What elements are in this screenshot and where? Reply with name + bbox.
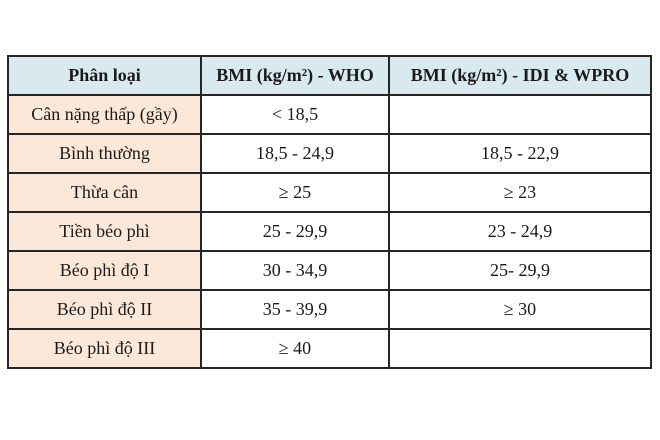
idi-wpro-value-cell: 25- 29,9: [388, 250, 652, 291]
table-row-obese-1: Béo phì độ I 30 - 34,9 25- 29,9: [7, 250, 652, 291]
header-cell-bmi-idi-wpro: BMI (kg/m²) - IDI & WPRO: [388, 55, 652, 96]
who-value-cell: 35 - 39,9: [200, 289, 390, 330]
category-cell: Béo phì độ I: [7, 250, 202, 291]
idi-wpro-value-cell: 18,5 - 22,9: [388, 133, 652, 174]
category-cell: Béo phì độ III: [7, 328, 202, 369]
who-value-cell: < 18,5: [200, 94, 390, 135]
category-cell: Thừa cân: [7, 172, 202, 213]
who-value-cell: 25 - 29,9: [200, 211, 390, 252]
idi-wpro-value-cell: [388, 328, 652, 369]
category-cell: Béo phì độ II: [7, 289, 202, 330]
idi-wpro-value-cell: 23 - 24,9: [388, 211, 652, 252]
table-row-underweight: Cân nặng thấp (gầy) < 18,5: [7, 94, 652, 135]
header-cell-bmi-who: BMI (kg/m²) - WHO: [200, 55, 390, 96]
who-value-cell: ≥ 40: [200, 328, 390, 369]
table-header-row: Phân loại BMI (kg/m²) - WHO BMI (kg/m²) …: [7, 55, 652, 96]
table-row-normal: Bình thường 18,5 - 24,9 18,5 - 22,9: [7, 133, 652, 174]
who-value-cell: ≥ 25: [200, 172, 390, 213]
category-cell: Cân nặng thấp (gầy): [7, 94, 202, 135]
header-cell-category: Phân loại: [7, 55, 202, 96]
bmi-classification-table: Phân loại BMI (kg/m²) - WHO BMI (kg/m²) …: [7, 55, 652, 369]
who-value-cell: 18,5 - 24,9: [200, 133, 390, 174]
table-row-obese-3: Béo phì độ III ≥ 40: [7, 328, 652, 369]
who-value-cell: 30 - 34,9: [200, 250, 390, 291]
category-cell: Tiền béo phì: [7, 211, 202, 252]
idi-wpro-value-cell: [388, 94, 652, 135]
table-row-obese-2: Béo phì độ II 35 - 39,9 ≥ 30: [7, 289, 652, 330]
table-row-overweight: Thừa cân ≥ 25 ≥ 23: [7, 172, 652, 213]
table-row-preobese: Tiền béo phì 25 - 29,9 23 - 24,9: [7, 211, 652, 252]
idi-wpro-value-cell: ≥ 23: [388, 172, 652, 213]
category-cell: Bình thường: [7, 133, 202, 174]
idi-wpro-value-cell: ≥ 30: [388, 289, 652, 330]
